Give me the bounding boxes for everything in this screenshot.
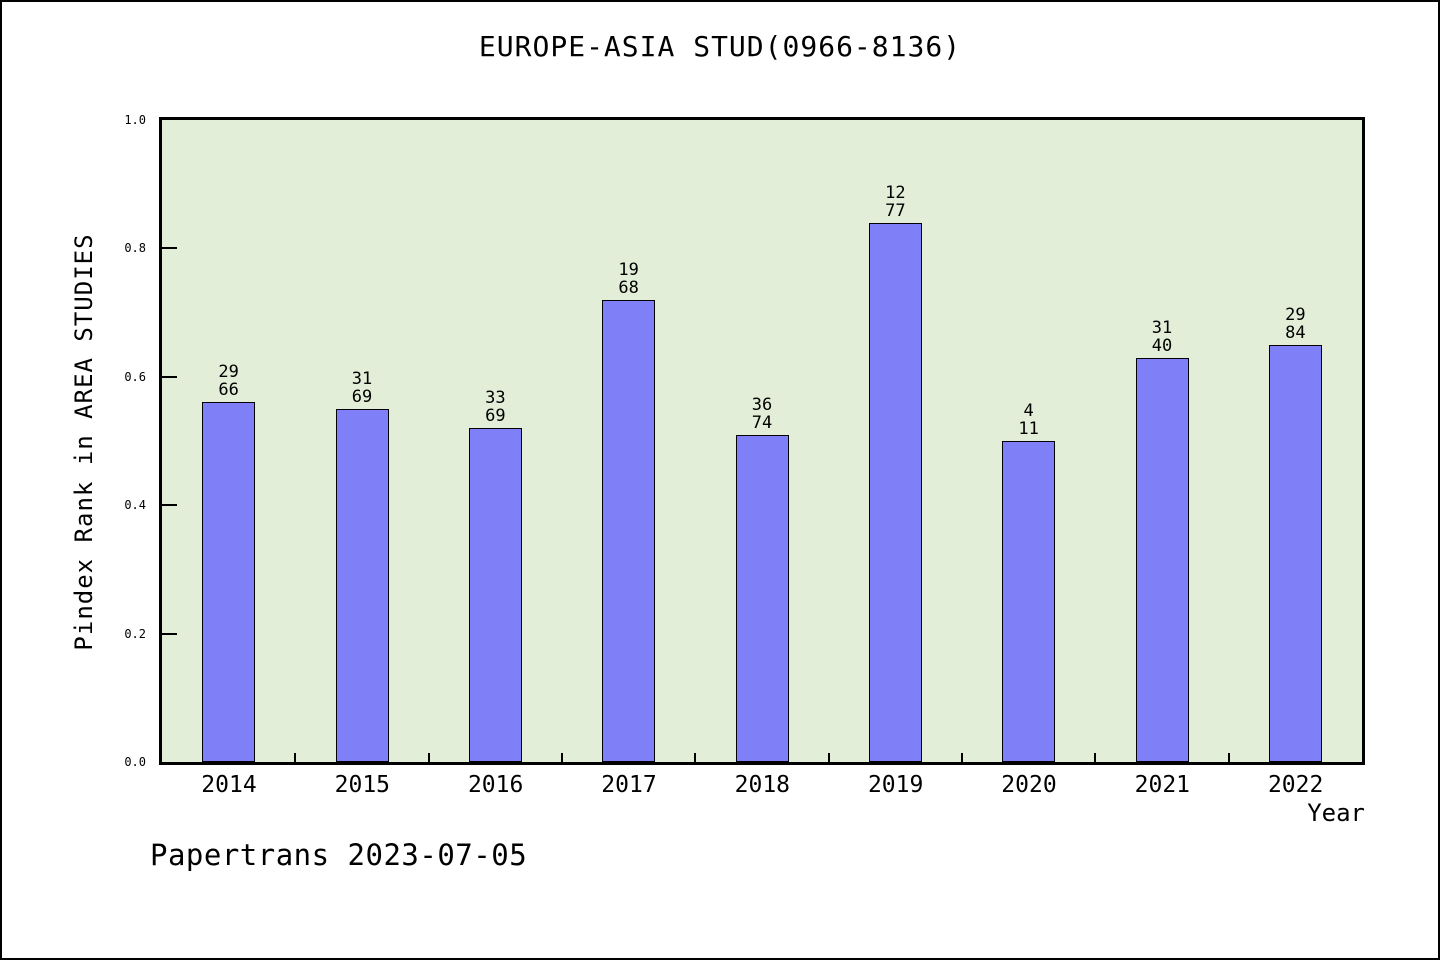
y-tick-label: 0.4 xyxy=(124,498,146,513)
x-tick-label-2014: 2014 xyxy=(201,772,257,798)
chart-title: EUROPE-ASIA STUD(0966-8136) xyxy=(478,30,962,63)
x-tick-label-2015: 2015 xyxy=(334,772,391,798)
x-tick-mark xyxy=(294,753,297,762)
x-axis-title: Year xyxy=(1307,799,1365,827)
bar-2014 xyxy=(202,402,256,762)
bar-2016 xyxy=(468,428,522,762)
y-tick-label: 0.8 xyxy=(124,241,146,256)
y-tick-mark xyxy=(162,632,177,635)
y-tick-label: 0.6 xyxy=(124,369,146,384)
plot-area: 29 66 31 69 33 69 19 68 36 74 12 77 4 11 31 40 2… xyxy=(159,117,1365,765)
bar-label-2015: 31 69 xyxy=(351,369,373,407)
bar-label-2017: 19 68 xyxy=(618,260,639,298)
bar-2021 xyxy=(1135,358,1189,762)
x-tick-mark xyxy=(1227,753,1230,762)
y-tick-mark xyxy=(162,504,177,507)
x-tick-label-2021: 2021 xyxy=(1134,772,1191,798)
bar-label-2021: 31 40 xyxy=(1151,318,1173,356)
y-axis-title: Pindex Rank in AREA STUDIES xyxy=(70,233,98,651)
x-tick-label-2019: 2019 xyxy=(867,772,924,798)
bar-2017 xyxy=(602,300,656,762)
bar-label-2019: 12 77 xyxy=(885,183,906,221)
bar-2022 xyxy=(1268,345,1322,762)
x-tick-label-2016: 2016 xyxy=(467,772,524,798)
y-tick-label: 0.0 xyxy=(124,755,146,769)
x-tick-mark xyxy=(561,753,563,762)
x-tick-label-2022: 2022 xyxy=(1267,772,1324,798)
bar-2019 xyxy=(868,223,922,762)
bar-label-2014: 29 66 xyxy=(218,362,239,400)
y-tick-mark xyxy=(162,375,177,378)
y-tick-label: 1.0 xyxy=(124,113,146,127)
footer-note: Papertrans 2023-07-05 xyxy=(150,838,528,872)
bar-label-2020: 4 11 xyxy=(1018,401,1039,439)
bar-2020 xyxy=(1002,441,1056,762)
bar-label-2022: 29 84 xyxy=(1285,305,1306,343)
x-tick-label-2020: 2020 xyxy=(1001,772,1057,798)
bar-label-2018: 36 74 xyxy=(751,395,773,433)
bar-2015 xyxy=(335,409,389,762)
x-tick-mark xyxy=(827,753,830,762)
bar-label-2016: 33 69 xyxy=(485,388,506,426)
y-tick-label: 0.2 xyxy=(124,626,146,641)
x-tick-mark xyxy=(694,753,697,762)
y-tick-mark xyxy=(162,247,177,250)
x-tick-mark xyxy=(427,753,430,762)
bar-2018 xyxy=(735,435,789,762)
x-tick-mark xyxy=(1094,753,1097,762)
x-tick-label-2017: 2017 xyxy=(601,772,657,798)
x-tick-mark xyxy=(961,753,963,762)
x-tick-label-2018: 2018 xyxy=(734,772,791,798)
